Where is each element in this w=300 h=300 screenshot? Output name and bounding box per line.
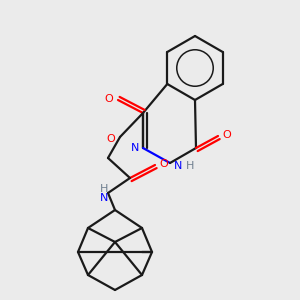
Text: H: H xyxy=(186,161,194,171)
Text: N: N xyxy=(131,143,139,153)
Text: O: O xyxy=(160,159,168,169)
Text: O: O xyxy=(106,134,116,144)
Text: H: H xyxy=(100,184,108,194)
Text: N: N xyxy=(174,161,182,171)
Text: O: O xyxy=(223,130,231,140)
Text: N: N xyxy=(100,193,108,203)
Text: O: O xyxy=(105,94,113,104)
